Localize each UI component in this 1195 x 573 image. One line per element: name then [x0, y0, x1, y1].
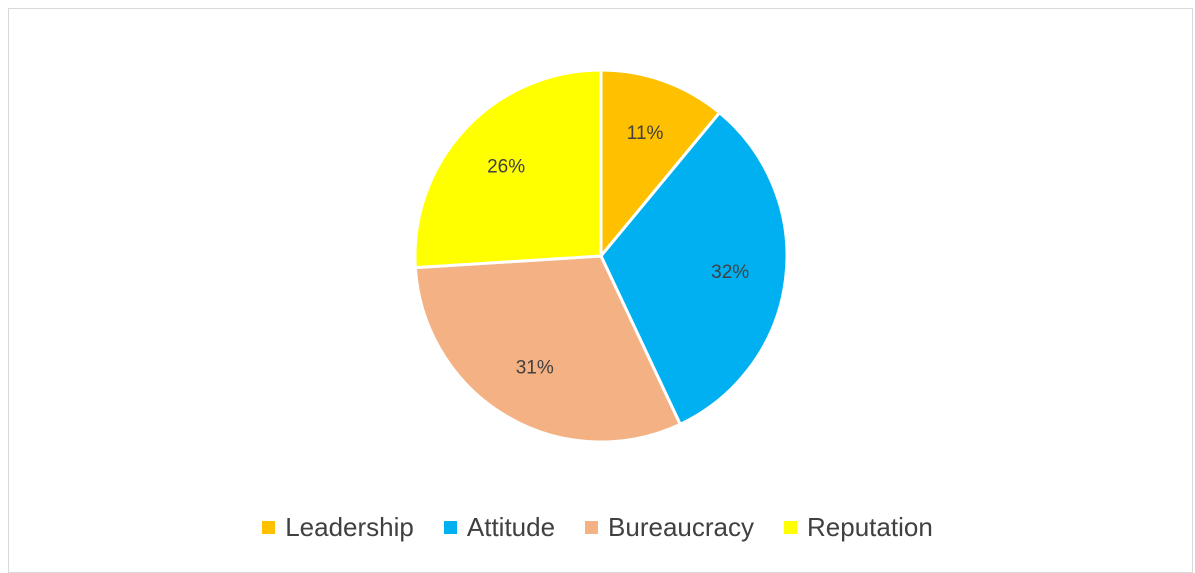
pie-slice-attitude	[599, 111, 789, 426]
legend-swatch	[784, 520, 798, 534]
chart-legend: Leadership Attitude Bureaucracy Reputation	[0, 512, 1195, 542]
pie-slice-bureaucracy	[413, 254, 682, 444]
pie-slices	[413, 68, 789, 444]
pie-slice-leadership	[599, 68, 722, 258]
pie-data-labels: 11% 32% 31% 26%	[487, 123, 749, 379]
legend-label: Bureaucracy	[608, 512, 755, 542]
data-label-leadership: 11%	[627, 123, 664, 144]
data-label-bureaucracy: 31%	[516, 358, 554, 379]
legend-item-attitude: Attitude	[443, 512, 556, 542]
legend-swatch	[443, 520, 457, 534]
legend-label: Attitude	[466, 512, 556, 542]
data-label-reputation: 26%	[487, 156, 525, 177]
legend-label: Reputation	[807, 512, 933, 542]
pie-slice-reputation	[413, 68, 603, 270]
data-label-attitude: 32%	[711, 262, 749, 283]
legend-item-leadership: Leadership	[262, 512, 414, 542]
legend-item-bureaucracy: Bureaucracy	[585, 512, 754, 542]
legend-swatch	[262, 520, 276, 534]
legend-swatch	[585, 520, 599, 534]
legend-item-reputation: Reputation	[784, 512, 933, 542]
legend-label: Leadership	[285, 512, 414, 542]
